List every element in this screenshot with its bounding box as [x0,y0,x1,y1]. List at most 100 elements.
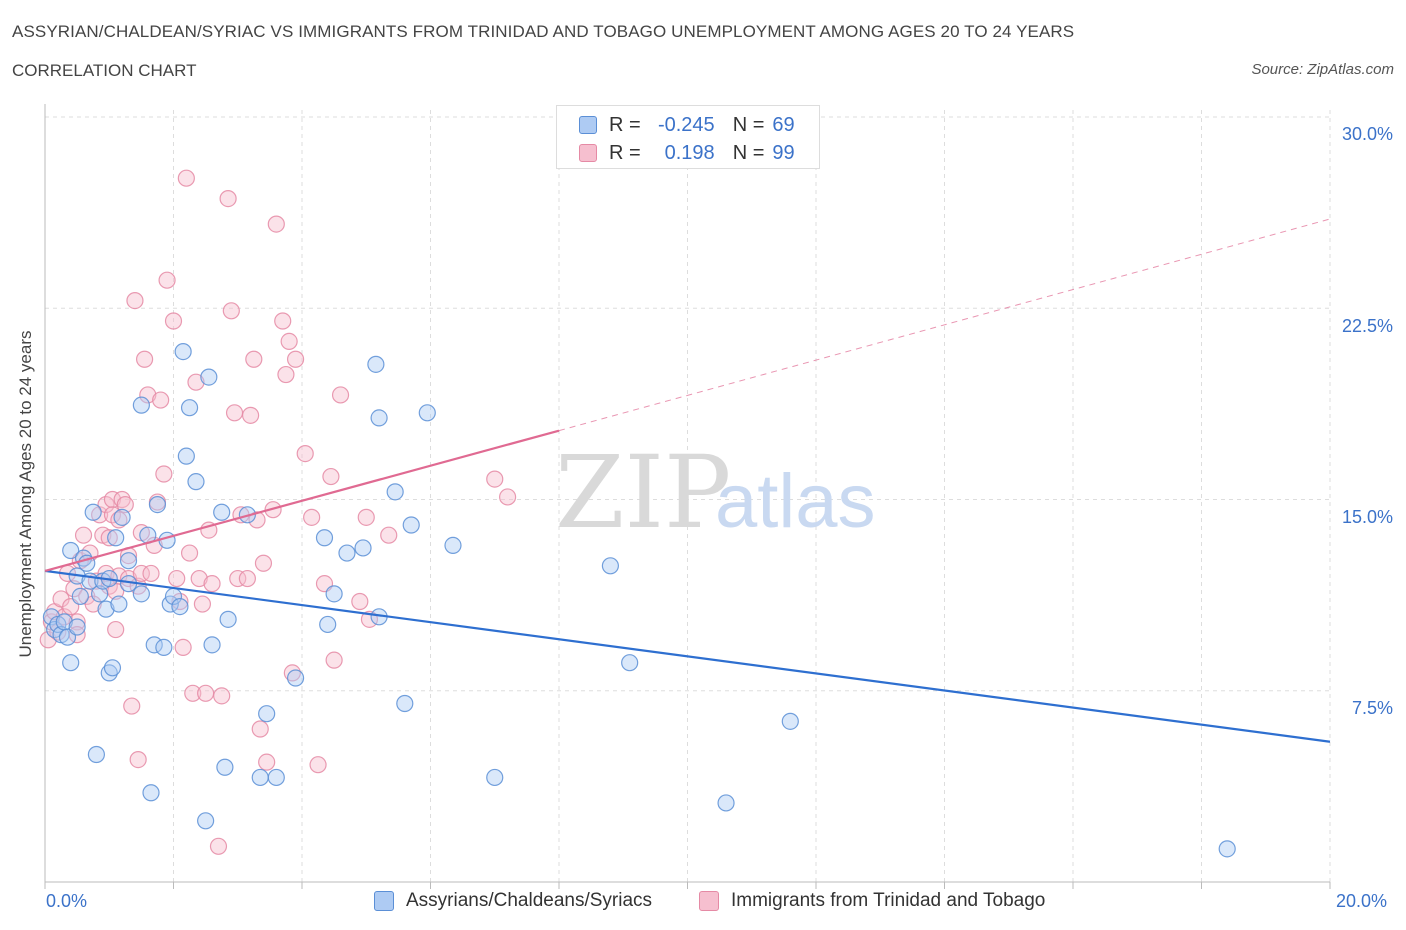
trinidad-point [174,638,192,657]
x-tick-20: 20.0% [1336,891,1388,911]
assyrian-point [213,503,231,521]
trinidad-point [142,564,160,583]
trinidad-point [103,490,122,509]
assyrian-point [107,529,125,547]
trinidad-trend-extension [558,218,1331,432]
trinidad-point [113,490,131,509]
trinidad-point [225,404,244,422]
r-label: R = [609,141,641,164]
trinidad-point [322,467,340,486]
watermark-zip: ZIP [555,434,731,551]
assyrian-point [1218,840,1236,858]
y-axis-label: Unemployment Among Ages 20 to 24 years [16,330,35,658]
assyrian-point [174,343,192,361]
trinidad-point [155,465,173,483]
assyrian-point [177,447,195,465]
assyrian-point [97,600,115,618]
trinidad-point [116,496,134,514]
trinidad-point [193,595,212,613]
trinidad-point [180,544,199,562]
trinidad-point [123,697,141,715]
assyrian-point [258,705,276,723]
assyrian-point [486,768,504,787]
trinidad-point [267,215,285,233]
trinidad-point [251,720,269,738]
assyrian-point [338,544,356,562]
trinidad-point [68,613,86,631]
trinidad-point [184,684,202,702]
trinidad-point [280,332,298,350]
trinidad-point [197,684,215,702]
assyrian-point [100,664,118,682]
assyrian-point [621,654,639,672]
assyrian-point [142,784,160,802]
x-tick-0: 0.0% [46,891,88,911]
trinidad-point [177,169,195,187]
y-tick-7-5: 7.5% [1351,698,1393,718]
stats-row-assyrian: R = -0.245 N = 69 [579,112,795,138]
assyrian-point [119,552,138,570]
trinidad-point [242,406,260,424]
trinidad-point [187,373,205,391]
assyrian-point [71,587,89,606]
trinidad-point [277,365,295,384]
legend-swatch-blue [374,891,394,911]
trinidad-point [135,350,154,368]
assyrian-point [402,516,420,534]
assyrian-point [87,745,106,764]
trinidad-point [139,386,157,404]
series-legend: Assyrians/Chaldeans/Syriacs Immigrants f… [0,888,1406,918]
swatch-blue [579,116,597,134]
assyrian-point [110,595,128,613]
assyrian-point [103,659,122,677]
assyrian-point [113,508,131,526]
trinidad-point [203,575,221,593]
trinidad-point [254,554,273,572]
assyrian-point [84,503,102,521]
assyrian-point [203,636,221,654]
trinidad-point [74,526,93,544]
assyrian-point [386,483,404,501]
r-value: -0.245 [657,113,715,136]
y-tick-22-5: 22.5% [1341,316,1393,336]
legend-item-trinidad: Immigrants from Trinidad and Tobago [699,890,1045,912]
trinidad-point [168,569,186,588]
trinidad-point [248,511,266,529]
stats-legend: R = -0.245 N = 69 R = 0.198 N = 99 [556,105,820,169]
trinidad-point [190,569,208,588]
trinidad-point [164,312,183,330]
series-trinidad-points [39,169,517,855]
trinidad-point [303,508,321,526]
trinidad-point [110,511,128,529]
trinidad-point [331,386,350,404]
assyrian-point [319,615,337,634]
trinidad-point [286,350,305,368]
trinidad-point [296,445,314,463]
trinidad-point [238,569,256,588]
trinidad-point [100,529,118,547]
assyrian-trend-line [44,569,1331,743]
assyrian-point [601,557,620,575]
trinidad-point [107,620,125,639]
swatch-pink [579,144,597,162]
trinidad-point [213,687,231,705]
assyrian-point [62,654,80,672]
trinidad-point [219,190,237,208]
trinidad-point [357,508,375,526]
trinidad-point [129,750,147,769]
assyrian-point [197,812,215,830]
chart-subtitle: CORRELATION CHART [12,61,197,80]
assyrian-point [444,536,462,555]
trinidad-point [209,837,228,855]
r-label: R = [609,113,641,136]
trinidad-point [351,592,369,611]
trinidad-point [245,350,263,368]
assyrian-point [132,585,150,603]
assyrian-point [171,597,189,616]
trinidad-point [283,664,301,682]
assyrian-point [267,768,285,787]
assyrian-point [370,409,388,427]
assyrian-point [155,638,173,657]
trend-lines [44,218,1331,743]
trinidad-point [274,312,292,330]
